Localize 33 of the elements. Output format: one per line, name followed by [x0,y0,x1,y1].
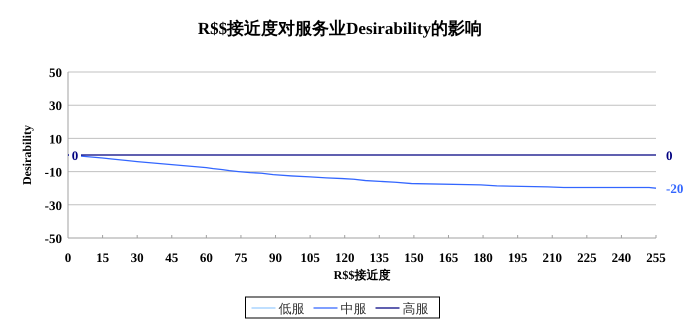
x-tick-label: 45 [165,250,179,265]
x-axis-title: R$$接近度 [334,268,390,282]
y-tick-label: -50 [44,231,62,246]
x-tick-label: 120 [334,250,354,265]
y-axis-title: Desirability [20,125,34,185]
x-tick-label: 240 [612,250,632,265]
y-tick-label: 30 [49,98,62,114]
x-tick-label: 195 [508,250,528,265]
x-tick-label: 30 [130,250,144,265]
x-tick-label: 210 [542,250,562,265]
x-tick-label: 135 [370,250,390,265]
x-tick-label: 225 [577,250,598,265]
x-tick-label: 0 [64,250,72,265]
x-tick-label: 90 [269,250,282,265]
y-tick-label: 10 [49,131,62,146]
x-tick-label: 105 [300,250,320,265]
x-tick-label: 150 [404,250,424,265]
x-tick-label: 255 [646,250,666,265]
data-label: 0 [72,148,78,163]
y-tick-label: 50 [49,65,62,80]
data-label: -20 [666,181,684,196]
y-tick-label: -30 [44,198,62,213]
legend-label: 低服 [278,302,304,317]
x-tick-label: 60 [200,250,213,265]
x-tick-label: 75 [234,250,248,265]
x-tick-label: 15 [96,250,110,265]
chart-title: R$$接近度对服务业Desirability的影响 [198,19,482,38]
legend-label: 中服 [340,302,366,317]
legend-label: 高服 [402,301,428,317]
data-label: 0 [666,148,672,163]
y-tick-label: -10 [44,164,62,180]
x-tick-label: 180 [473,250,493,265]
x-tick-label: 165 [438,250,459,265]
